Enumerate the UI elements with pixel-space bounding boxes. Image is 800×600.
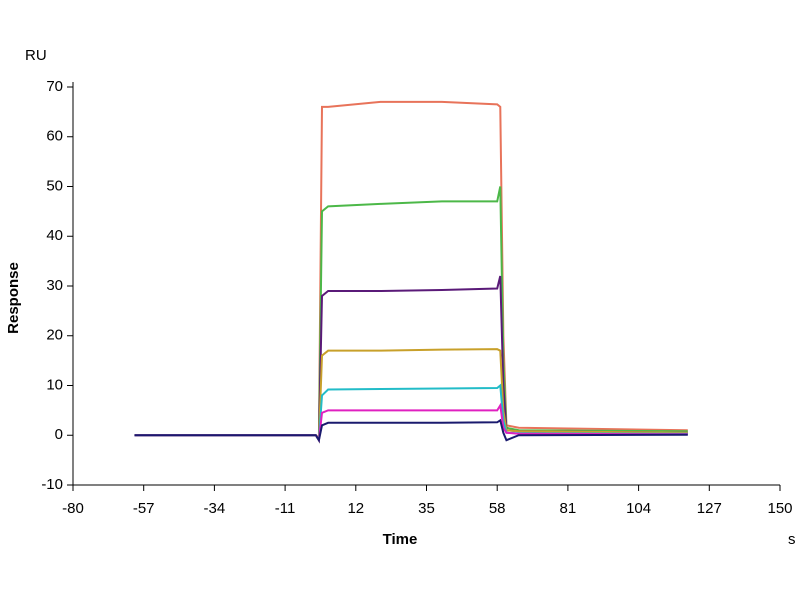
y-tick-label: 30 xyxy=(46,277,63,294)
x-tick-label: -80 xyxy=(62,500,84,517)
y-tick-label: 0 xyxy=(55,426,63,443)
y-tick-label: 60 xyxy=(46,128,63,145)
series-line xyxy=(134,418,688,443)
x-tick-label: -34 xyxy=(204,500,226,517)
y-tick-label: 10 xyxy=(46,376,63,393)
x-tick-label: 81 xyxy=(560,500,577,517)
x-tick-label: 150 xyxy=(767,500,792,517)
y-tick-label: 20 xyxy=(46,327,63,344)
x-tick-label: 127 xyxy=(697,500,722,517)
x-tick-label: 104 xyxy=(626,500,651,517)
x-tick-label: 58 xyxy=(489,500,506,517)
x-unit: s xyxy=(788,531,796,548)
x-tick-label: 35 xyxy=(418,500,435,517)
x-tick-label: -57 xyxy=(133,500,155,517)
y-axis-label: Response xyxy=(5,262,22,334)
x-tick-label: 12 xyxy=(347,500,364,517)
x-axis-label: Time xyxy=(383,531,418,548)
y-unit: RU xyxy=(25,47,47,64)
x-tick-label: -11 xyxy=(275,500,296,517)
y-tick-label: 70 xyxy=(46,78,63,95)
y-tick-label: 40 xyxy=(46,227,63,244)
y-tick-label: 50 xyxy=(46,177,63,194)
y-tick-label: -10 xyxy=(41,476,63,493)
